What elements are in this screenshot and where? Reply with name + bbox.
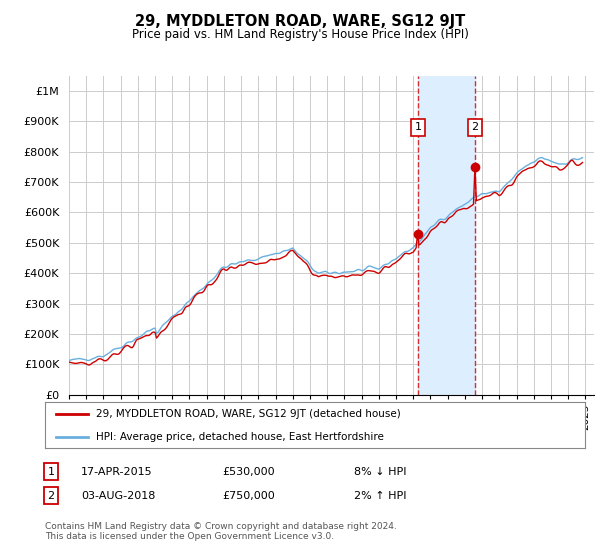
Text: 2: 2	[47, 491, 55, 501]
Text: 1: 1	[415, 122, 422, 132]
Text: 29, MYDDLETON ROAD, WARE, SG12 9JT (detached house): 29, MYDDLETON ROAD, WARE, SG12 9JT (deta…	[96, 409, 401, 419]
Text: 2: 2	[472, 122, 478, 132]
Bar	[418, 76, 475, 395]
Text: 1: 1	[47, 466, 55, 477]
Text: £530,000: £530,000	[222, 466, 275, 477]
Text: Contains HM Land Registry data © Crown copyright and database right 2024.
This d: Contains HM Land Registry data © Crown c…	[45, 522, 397, 542]
Text: £750,000: £750,000	[222, 491, 275, 501]
Text: 03-AUG-2018: 03-AUG-2018	[81, 491, 155, 501]
Text: 29, MYDDLETON ROAD, WARE, SG12 9JT: 29, MYDDLETON ROAD, WARE, SG12 9JT	[135, 14, 465, 29]
Text: 17-APR-2015: 17-APR-2015	[81, 466, 152, 477]
Text: HPI: Average price, detached house, East Hertfordshire: HPI: Average price, detached house, East…	[96, 432, 384, 441]
Text: 8% ↓ HPI: 8% ↓ HPI	[354, 466, 407, 477]
Text: 2% ↑ HPI: 2% ↑ HPI	[354, 491, 407, 501]
Text: Price paid vs. HM Land Registry's House Price Index (HPI): Price paid vs. HM Land Registry's House …	[131, 28, 469, 41]
